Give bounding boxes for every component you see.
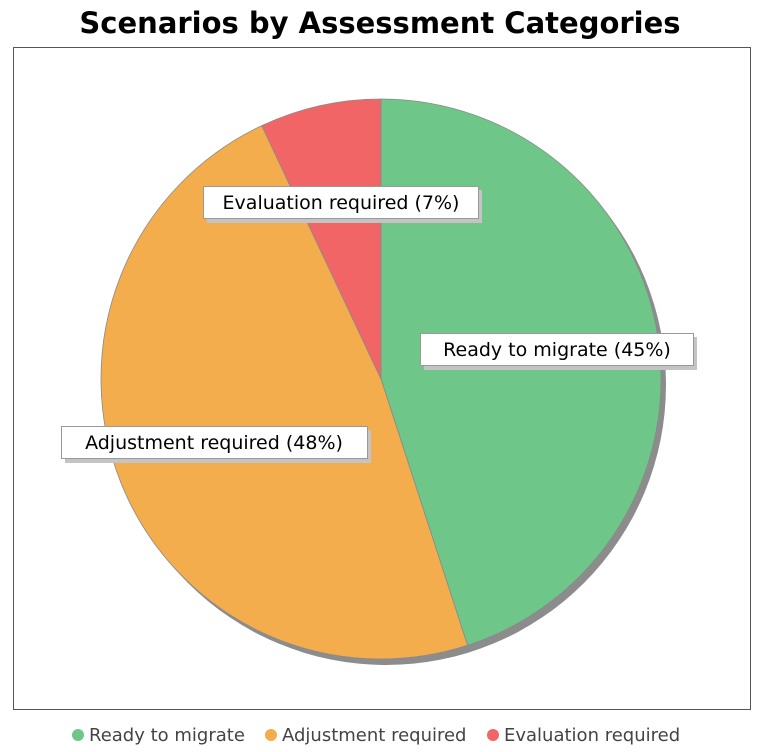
legend-marker-evaluation-required (487, 729, 499, 741)
slice-label-evaluation-required-text: Evaluation required (7%) (223, 192, 460, 214)
legend-marker-adjustment-required (265, 729, 277, 741)
slice-label-ready-to-migrate-text: Ready to migrate (45%) (443, 339, 671, 361)
legend: Ready to migrate Adjustment required Eva… (72, 725, 680, 746)
pie-slices (100, 98, 662, 660)
legend-item-ready-to-migrate: Ready to migrate (72, 725, 245, 746)
legend-label-evaluation-required: Evaluation required (504, 725, 680, 746)
legend-marker-ready-to-migrate (72, 729, 84, 741)
slice-label-adjustment-required-text: Adjustment required (48%) (85, 432, 343, 454)
slice-label-box (420, 333, 694, 366)
slice-label-evaluation-required: Evaluation required (7%) (203, 186, 482, 223)
legend-label-adjustment-required: Adjustment required (282, 725, 466, 746)
slice-label-ready-to-migrate: Ready to migrate (45%) (420, 333, 697, 370)
pie-slice-evaluation-required (261, 98, 382, 380)
legend-label-ready-to-migrate: Ready to migrate (89, 725, 245, 746)
slice-label-adjustment-required: Adjustment required (48%) (61, 426, 371, 463)
slice-label-box (61, 426, 368, 459)
pie-slice-adjustment-required (100, 125, 469, 660)
chart-title: Scenarios by Assessment Categories (79, 6, 680, 40)
slice-label-box (203, 186, 479, 219)
legend-item-adjustment-required: Adjustment required (265, 725, 466, 746)
legend-item-evaluation-required: Evaluation required (487, 725, 680, 746)
